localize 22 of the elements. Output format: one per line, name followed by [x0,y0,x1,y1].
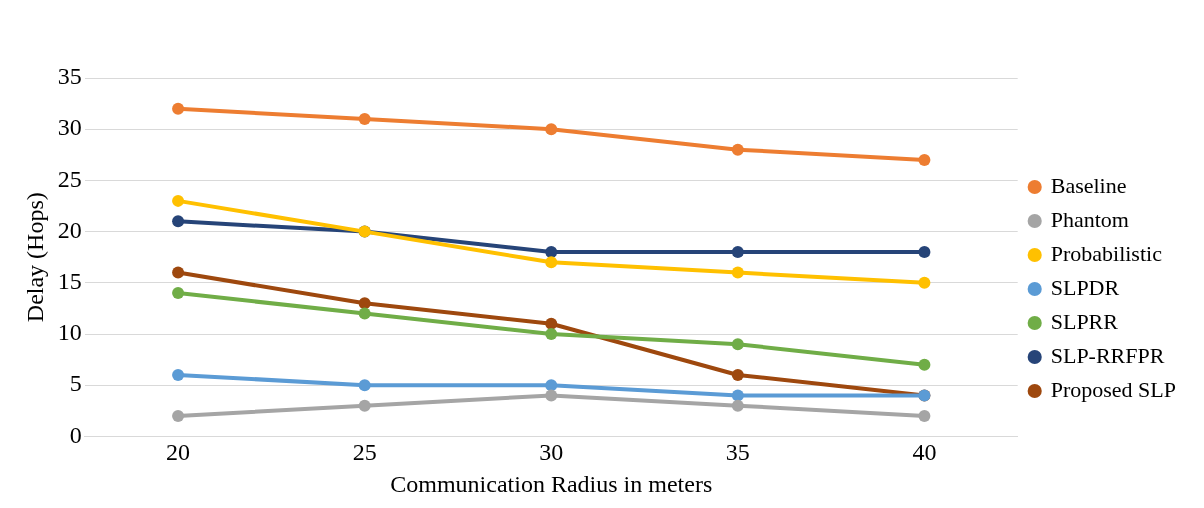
x-tick-label: 25 [352,439,377,466]
y-tick-label: 20 [57,216,82,243]
legend-label: SLPRR [1050,308,1119,334]
x-tick-label: 40 [912,439,937,466]
y-axis-title: Delay (Hops) [21,192,48,323]
legend-label: Baseline [1050,172,1127,198]
y-tick-label: 25 [57,165,82,192]
legend-label: SLP-RRFPR [1050,342,1165,368]
legend-label: Phantom [1050,206,1129,232]
y-tick-label: 35 [57,63,82,90]
legend-label: Proposed SLP [1050,376,1176,402]
x-tick-label: 35 [725,439,750,466]
x-tick-label: 30 [539,439,564,466]
y-tick-label: 10 [57,319,82,346]
y-tick-label: 30 [57,114,82,141]
x-tick-label: 20 [166,439,191,466]
legend-label: SLPDR [1050,274,1120,300]
x-axis-title: Communication Radius in meters [390,470,713,497]
y-tick-label: 5 [69,370,82,397]
y-tick-label: 15 [57,268,82,295]
y-tick-label: 0 [69,421,82,448]
legend-label: Probabilistic [1050,240,1163,266]
